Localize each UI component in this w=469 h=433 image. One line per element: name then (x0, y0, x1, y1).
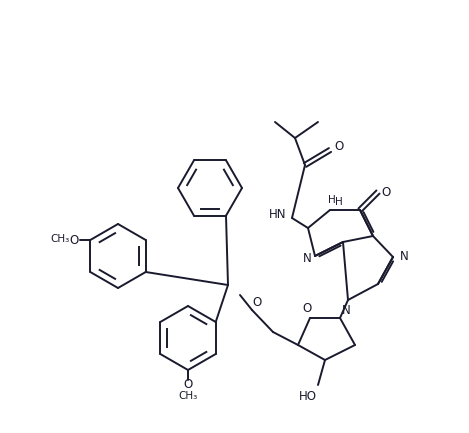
Text: HO: HO (299, 391, 317, 404)
Text: O: O (183, 378, 193, 391)
Text: O: O (70, 233, 79, 246)
Text: CH₃: CH₃ (178, 391, 197, 401)
Text: HN: HN (269, 209, 287, 222)
Text: O: O (252, 295, 262, 308)
Text: CH₃: CH₃ (51, 234, 70, 244)
Text: N: N (400, 251, 408, 264)
Text: O: O (334, 140, 344, 154)
Text: N: N (303, 252, 311, 265)
Text: H: H (335, 197, 343, 207)
Text: H: H (328, 195, 336, 205)
Text: O: O (381, 185, 391, 198)
Text: N: N (341, 304, 350, 317)
Text: O: O (303, 301, 311, 314)
